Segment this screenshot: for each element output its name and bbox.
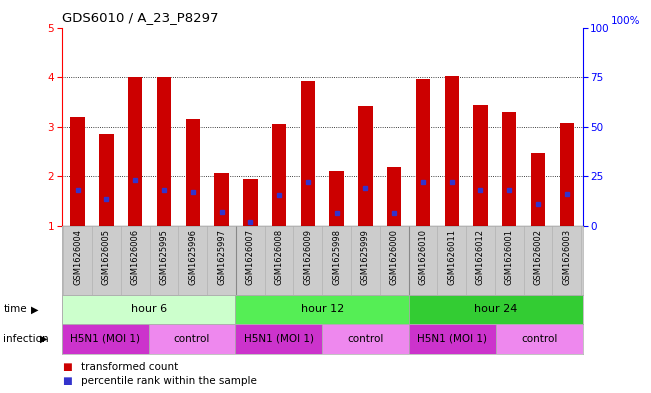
Bar [148, 324, 236, 354]
Bar [236, 295, 409, 324]
Bar [329, 171, 344, 226]
Text: GSM1626002: GSM1626002 [534, 229, 542, 285]
Text: transformed count: transformed count [81, 362, 178, 372]
Text: ■: ■ [62, 376, 72, 386]
Text: GSM1626003: GSM1626003 [562, 229, 572, 285]
Bar [62, 295, 236, 324]
Text: ▶: ▶ [31, 305, 39, 314]
Bar [409, 324, 496, 354]
Text: GSM1626012: GSM1626012 [476, 229, 485, 285]
Text: hour 6: hour 6 [131, 305, 167, 314]
Bar [70, 117, 85, 226]
Bar [358, 106, 372, 226]
Text: ▶: ▶ [40, 334, 48, 344]
Text: 100%: 100% [611, 16, 641, 26]
Bar [322, 324, 409, 354]
Bar [445, 76, 459, 226]
Bar [236, 324, 322, 354]
Text: GSM1626004: GSM1626004 [73, 229, 82, 285]
Text: percentile rank within the sample: percentile rank within the sample [81, 376, 257, 386]
Bar [62, 324, 148, 354]
Text: control: control [348, 334, 384, 344]
Text: H5N1 (MOI 1): H5N1 (MOI 1) [244, 334, 314, 344]
Bar [157, 77, 171, 226]
Text: GSM1626011: GSM1626011 [447, 229, 456, 285]
Text: GSM1626010: GSM1626010 [419, 229, 428, 285]
Text: control: control [521, 334, 557, 344]
Bar [99, 134, 114, 226]
Bar [502, 112, 516, 226]
Bar [243, 179, 258, 226]
Bar [531, 153, 546, 226]
Bar [387, 167, 402, 226]
Text: GSM1626009: GSM1626009 [303, 229, 312, 285]
Bar [473, 105, 488, 226]
Text: time: time [3, 305, 27, 314]
Text: GDS6010 / A_23_P8297: GDS6010 / A_23_P8297 [62, 11, 218, 24]
Text: infection: infection [3, 334, 49, 344]
Text: control: control [174, 334, 210, 344]
Text: GSM1625999: GSM1625999 [361, 229, 370, 285]
Bar [214, 173, 229, 226]
Text: H5N1 (MOI 1): H5N1 (MOI 1) [70, 334, 140, 344]
Bar [301, 81, 315, 226]
Text: GSM1626001: GSM1626001 [505, 229, 514, 285]
Text: ■: ■ [62, 362, 72, 372]
Text: GSM1625996: GSM1625996 [188, 229, 197, 285]
Text: H5N1 (MOI 1): H5N1 (MOI 1) [417, 334, 488, 344]
Text: GSM1625995: GSM1625995 [159, 229, 169, 285]
Bar [416, 79, 430, 226]
Bar [272, 124, 286, 226]
Bar [409, 295, 583, 324]
Text: GSM1626008: GSM1626008 [275, 229, 284, 285]
Bar [560, 123, 574, 226]
Text: GSM1625998: GSM1625998 [332, 229, 341, 285]
Text: GSM1626000: GSM1626000 [390, 229, 398, 285]
Bar [128, 77, 143, 226]
Text: hour 24: hour 24 [474, 305, 518, 314]
Text: GSM1626007: GSM1626007 [246, 229, 255, 285]
Bar [496, 324, 583, 354]
Text: GSM1626005: GSM1626005 [102, 229, 111, 285]
Text: hour 12: hour 12 [301, 305, 344, 314]
Bar [186, 119, 200, 226]
Text: GSM1625997: GSM1625997 [217, 229, 226, 285]
Text: GSM1626006: GSM1626006 [131, 229, 140, 285]
